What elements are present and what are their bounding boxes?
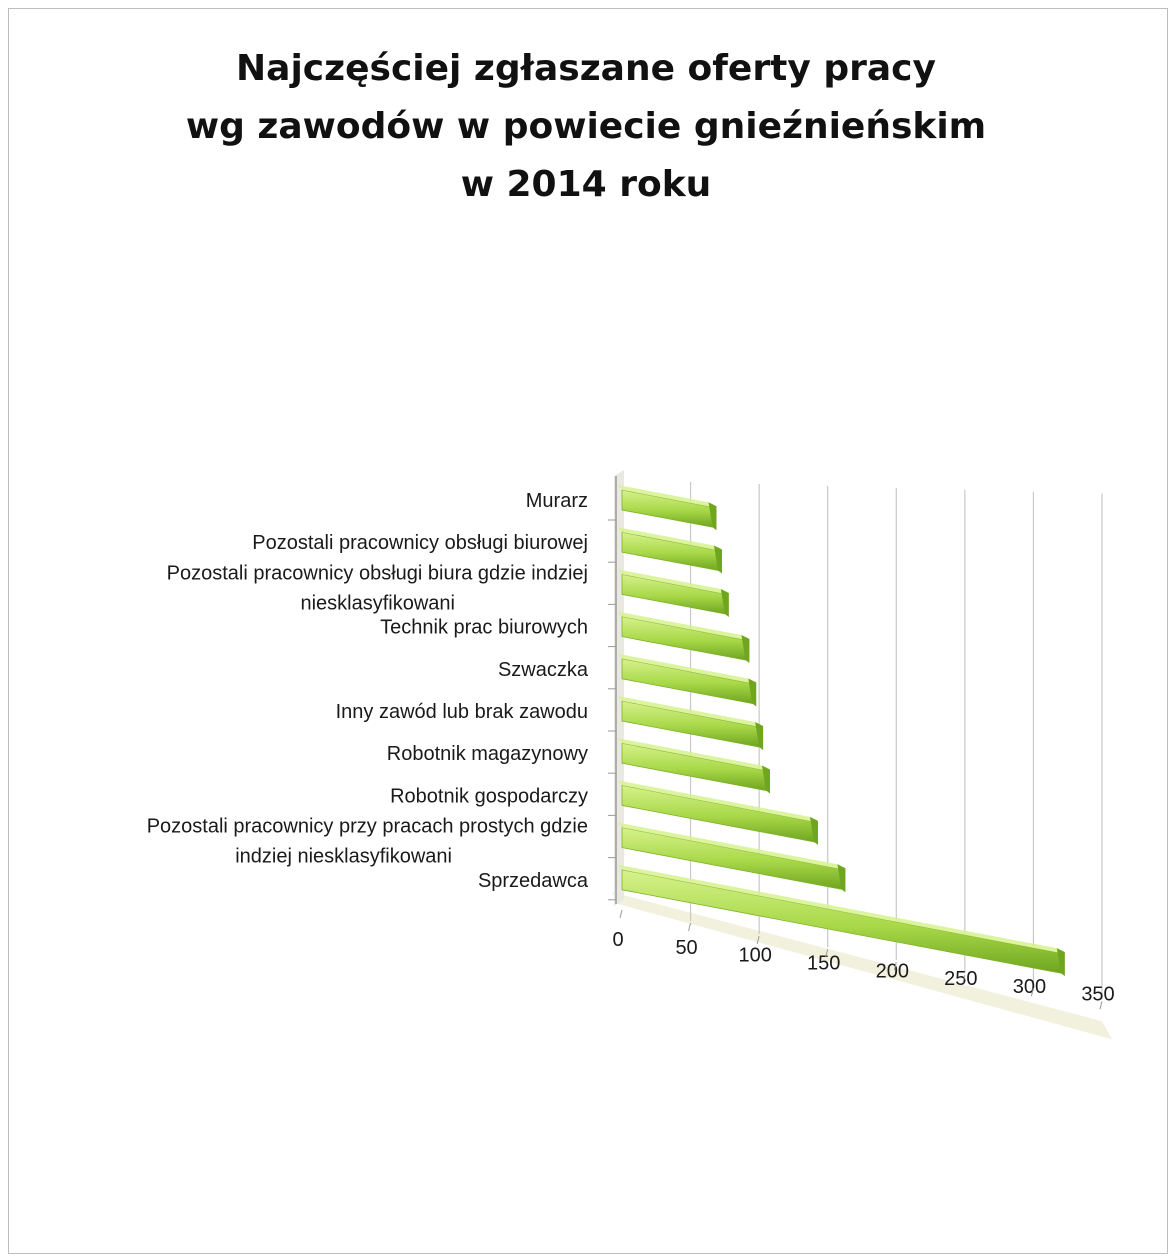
category-label: Pozostali pracownicy obsługi biurowej	[252, 532, 588, 554]
category-label: indziej niesklasyfikowani	[235, 846, 452, 868]
x-tick-mark	[962, 975, 966, 984]
bar-top	[618, 653, 753, 684]
bar-top	[618, 738, 766, 771]
category-label: niesklasyfikowani	[300, 592, 455, 614]
x-tick-mark	[756, 935, 760, 945]
bar-end-cap	[720, 588, 729, 617]
bar	[618, 780, 818, 845]
x-tick-mark	[893, 961, 897, 971]
bar-top	[618, 569, 725, 594]
bar-end-cap	[1056, 948, 1065, 977]
x-tick-label: 0	[612, 929, 623, 951]
x-tick-label: 200	[876, 960, 909, 982]
category-label: Technik prac biurowych	[380, 617, 588, 639]
x-tick-mark	[688, 922, 692, 932]
chart-frame	[8, 8, 1168, 1254]
bar	[618, 611, 750, 664]
bar-top	[618, 611, 746, 641]
category-label: Pozostali pracownicy przy pracach prosty…	[147, 816, 588, 838]
bar-face	[621, 616, 746, 661]
bar	[618, 527, 722, 574]
bar-top	[618, 696, 760, 728]
x-tick-label: 100	[738, 945, 771, 967]
bar	[618, 822, 846, 893]
category-label: Murarz	[526, 490, 588, 512]
chart-floor	[612, 892, 1112, 1040]
bar	[618, 653, 757, 707]
bar	[618, 569, 729, 617]
bar-face	[621, 658, 753, 705]
x-tick-label: 350	[1081, 984, 1114, 1006]
bar-end-cap	[762, 765, 770, 794]
bar-top	[618, 780, 814, 822]
bar-end-cap	[837, 864, 846, 893]
x-tick-mark	[1099, 1001, 1103, 1010]
bar-top	[618, 864, 1061, 954]
x-tick-label: 250	[944, 968, 977, 990]
bar-face	[621, 742, 767, 792]
bar-end-cap	[708, 502, 717, 531]
x-tick-label: 300	[1013, 976, 1046, 998]
x-tick-mark	[825, 948, 829, 958]
x-tick-mark	[1030, 988, 1034, 997]
category-label: Inny zawód lub brak zawodu	[336, 701, 588, 723]
chart-title-line-3: w 2014 roku	[460, 164, 712, 205]
category-label: Sprzedawca	[478, 870, 589, 892]
x-tick-label: 150	[807, 952, 840, 974]
category-label: Robotnik gospodarczy	[390, 785, 588, 807]
bar-end-cap	[714, 545, 722, 574]
bar-end-cap	[755, 722, 764, 751]
chart-title-line-2: wg zawodów w powiecie gnieźnieńskim	[185, 106, 987, 147]
bar-top	[618, 527, 718, 551]
bar-end-cap	[810, 816, 818, 845]
bar	[618, 864, 1065, 977]
bar-top	[618, 822, 842, 870]
bar	[618, 485, 717, 531]
category-label: Pozostali pracownicy obsługi biura gdzie…	[167, 562, 588, 584]
bar-end-cap	[748, 678, 757, 707]
chart-title: Najczęściej zgłaszane oferty pracy wg za…	[0, 40, 1172, 214]
bar-top	[618, 485, 713, 508]
category-label: Szwaczka	[498, 659, 589, 681]
bar	[618, 738, 770, 794]
bar-end-cap	[741, 635, 750, 664]
x-tick-mark	[619, 909, 623, 919]
category-label: Robotnik magazynowy	[387, 743, 588, 765]
chart-title-line-1: Najczęściej zgłaszane oferty pracy	[236, 48, 936, 89]
x-tick-label: 50	[675, 937, 697, 959]
bar	[618, 696, 764, 751]
